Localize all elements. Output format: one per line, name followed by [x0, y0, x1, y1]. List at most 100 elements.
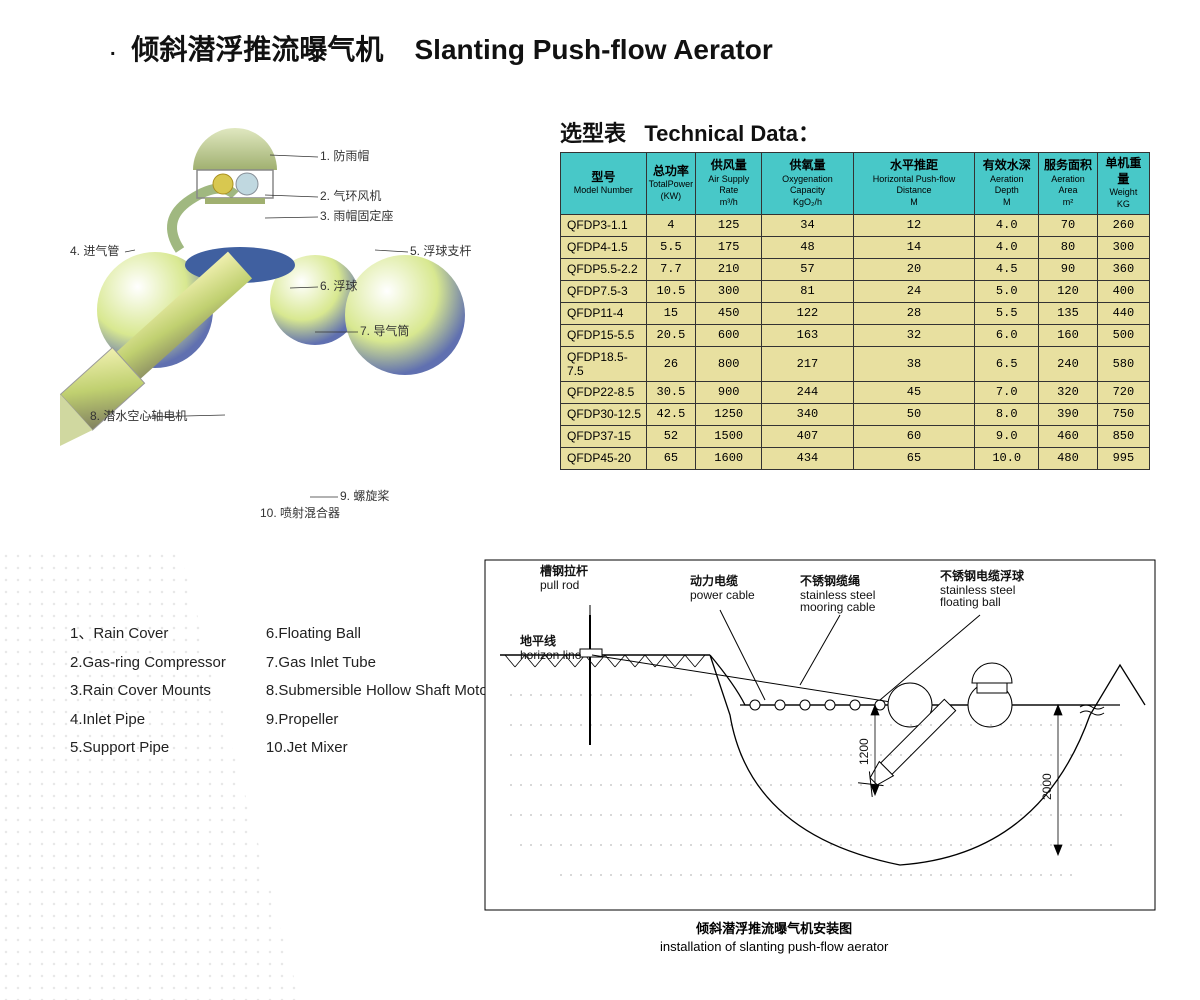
technical-data-table-wrap: 型号Model Number总功率TotalPower(KW)供风量Air Su…: [560, 152, 1150, 470]
table-cell: 500: [1097, 324, 1149, 346]
table-cell: 70: [1039, 214, 1098, 236]
table-cell: 1600: [696, 447, 762, 469]
table-row: QFDP11-415450122285.5135440: [561, 302, 1150, 324]
install-label-en: horizon line: [520, 648, 582, 662]
table-cell: 320: [1039, 381, 1098, 403]
table-cell: 81: [762, 280, 853, 302]
legend-column-1: 1、Rain Cover2.Gas-ring Compressor3.Rain …: [70, 620, 226, 763]
table-cell: 720: [1097, 381, 1149, 403]
table-header-cell: 水平推距Horizontal Push-flow DistanceM: [853, 153, 975, 215]
table-cell: 300: [1097, 236, 1149, 258]
table-cell: 38: [853, 346, 975, 381]
install-caption: 倾斜潜浮推流曝气机安装图 installation of slanting pu…: [660, 920, 888, 956]
parts-legend: 1、Rain Cover2.Gas-ring Compressor3.Rain …: [70, 620, 493, 763]
table-cell: 125: [696, 214, 762, 236]
install-label-cn: 不锈钢缆绳: [800, 573, 860, 588]
table-cell: 28: [853, 302, 975, 324]
table-cell: 900: [696, 381, 762, 403]
table-cell: 434: [762, 447, 853, 469]
table-cell: QFDP37-15: [561, 425, 647, 447]
table-row: QFDP45-206516004346510.0480995: [561, 447, 1150, 469]
table-cell: 65: [853, 447, 975, 469]
table-cell: 1500: [696, 425, 762, 447]
table-cell: 440: [1097, 302, 1149, 324]
aerator-3d-diagram: [60, 100, 520, 530]
table-cell: 52: [646, 425, 696, 447]
table-cell: 407: [762, 425, 853, 447]
table-row: QFDP4-1.55.517548144.080300: [561, 236, 1150, 258]
table-cell: 340: [762, 403, 853, 425]
table-header-cell: 有效水深Aeration DepthM: [975, 153, 1039, 215]
table-cell: 175: [696, 236, 762, 258]
table-cell: 135: [1039, 302, 1098, 324]
legend-item: 2.Gas-ring Compressor: [70, 649, 226, 678]
table-cell: 80: [1039, 236, 1098, 258]
dim-2000: 2000: [1040, 773, 1054, 800]
table-cell: 14: [853, 236, 975, 258]
table-cell: 163: [762, 324, 853, 346]
table-cell: 750: [1097, 403, 1149, 425]
table-cell: QFDP15-5.5: [561, 324, 647, 346]
title-en: Slanting Push-flow Aerator: [414, 34, 772, 65]
table-cell: 57: [762, 258, 853, 280]
table-cell: 800: [696, 346, 762, 381]
table-cell: QFDP4-1.5: [561, 236, 647, 258]
table-cell: 32: [853, 324, 975, 346]
table-cell: 4.0: [975, 236, 1039, 258]
table-cell: 20.5: [646, 324, 696, 346]
table-cell: 360: [1097, 258, 1149, 280]
table-header-cell: 单机重量WeightKG: [1097, 153, 1149, 215]
legend-item: 9.Propeller: [266, 706, 493, 735]
table-title: 选型表 Technical Data：: [560, 116, 820, 148]
legend-column-2: 6.Floating Ball7.Gas Inlet Tube8.Submers…: [266, 620, 493, 763]
table-row: QFDP15-5.520.5600163326.0160500: [561, 324, 1150, 346]
legend-item: 5.Support Pipe: [70, 734, 226, 763]
title-cn: 倾斜潜浮推流曝气机: [131, 34, 383, 65]
table-title-en: Technical Data：: [644, 121, 820, 146]
table-cell: 580: [1097, 346, 1149, 381]
table-cell: 26: [646, 346, 696, 381]
table-cell: 450: [696, 302, 762, 324]
table-cell: 10.5: [646, 280, 696, 302]
table-cell: QFDP45-20: [561, 447, 647, 469]
install-label-en: floating ball: [940, 595, 1001, 609]
table-row: QFDP37-15521500407609.0460850: [561, 425, 1150, 447]
background-dots: [0, 550, 300, 1000]
table-cell: QFDP7.5-3: [561, 280, 647, 302]
table-cell: 210: [696, 258, 762, 280]
install-label-en: power cable: [690, 588, 755, 602]
table-cell: 7.7: [646, 258, 696, 280]
table-cell: 90: [1039, 258, 1098, 280]
table-cell: 1250: [696, 403, 762, 425]
table-cell: 4.5: [975, 258, 1039, 280]
table-cell: 48: [762, 236, 853, 258]
table-cell: 480: [1039, 447, 1098, 469]
table-cell: 300: [696, 280, 762, 302]
table-row: QFDP22-8.530.5900244457.0320720: [561, 381, 1150, 403]
table-header-cell: 供风量Air Supply Ratem³/h: [696, 153, 762, 215]
table-cell: 995: [1097, 447, 1149, 469]
table-cell: 6.5: [975, 346, 1039, 381]
install-label-en: pull rod: [540, 578, 579, 592]
table-cell: 6.0: [975, 324, 1039, 346]
table-cell: 850: [1097, 425, 1149, 447]
page-title: . 倾斜潜浮推流曝气机 Slanting Push-flow Aerator: [110, 28, 773, 68]
table-cell: QFDP11-4: [561, 302, 647, 324]
table-cell: 5.5: [975, 302, 1039, 324]
table-cell: 5.0: [975, 280, 1039, 302]
table-cell: QFDP5.5-2.2: [561, 258, 647, 280]
table-cell: 4.0: [975, 214, 1039, 236]
table-cell: 42.5: [646, 403, 696, 425]
install-caption-cn: 倾斜潜浮推流曝气机安装图: [660, 920, 888, 938]
table-cell: 15: [646, 302, 696, 324]
table-cell: 400: [1097, 280, 1149, 302]
table-row: QFDP7.5-310.530081245.0120400: [561, 280, 1150, 302]
table-row: QFDP3-1.1412534124.070260: [561, 214, 1150, 236]
table-header-row: 型号Model Number总功率TotalPower(KW)供风量Air Su…: [561, 153, 1150, 215]
table-cell: 600: [696, 324, 762, 346]
legend-item: 8.Submersible Hollow Shaft Motor: [266, 677, 493, 706]
table-cell: 45: [853, 381, 975, 403]
table-cell: 9.0: [975, 425, 1039, 447]
install-label-cn: 动力电缆: [690, 573, 738, 588]
table-cell: 260: [1097, 214, 1149, 236]
